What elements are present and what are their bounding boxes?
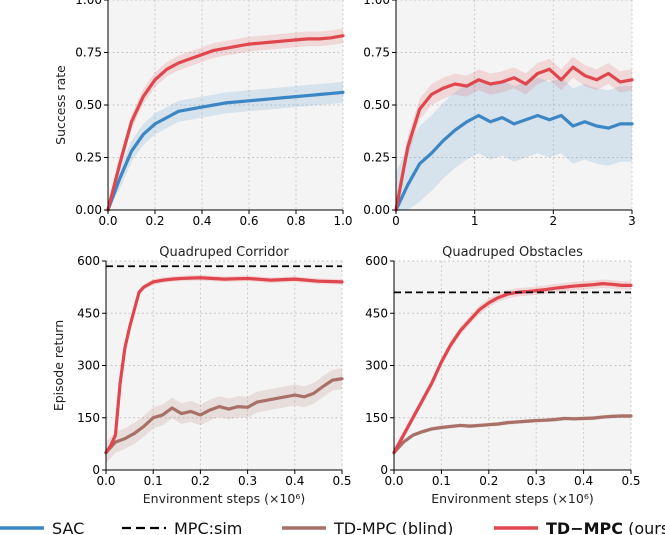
y-tick-label-0: 0.00 <box>363 203 390 217</box>
y-tick-label-2: 0.50 <box>363 98 390 112</box>
series-band-1 <box>396 77 632 210</box>
y-tick-label-4: 600 <box>77 254 100 268</box>
y-tick-label-1: 150 <box>365 411 388 425</box>
panel-3: 0.0 0.1 0.2 0.3 0.4 0.5 0 150 300 450 600 Quadruped… <box>51 245 352 506</box>
legend-label: TD−MPC (ours) <box>546 519 665 535</box>
legend-label-suffix: (ours) <box>623 519 665 535</box>
y-tick-label-0: 0.00 <box>75 203 102 217</box>
x-tick-label-2: 0.2 <box>191 474 210 488</box>
y-tick-label-4: 1.00 <box>75 0 102 7</box>
x-tick-label-1: 1 <box>471 214 479 228</box>
y-tick-label-2: 300 <box>77 359 100 373</box>
x-tick-label-4: 0.4 <box>285 474 304 488</box>
series-line-2 <box>392 282 633 455</box>
y-tick-label-1: 0.25 <box>363 151 390 165</box>
panel-4: 0.0 0.1 0.2 0.3 0.4 0.5 0 150 300 450 600 Quadruped… <box>365 245 640 506</box>
legend-label-main: TD−MPC <box>546 519 623 535</box>
y-tick-label-4: 600 <box>365 254 388 268</box>
y-tick-label-3: 450 <box>365 306 388 320</box>
legend-label-main: SAC <box>52 519 84 535</box>
x-tick-label-5: 1.0 <box>333 214 352 228</box>
y-tick-label-1: 0.25 <box>75 151 102 165</box>
y-tick-label-3: 450 <box>77 306 100 320</box>
panel-title: Quadruped Obstacles <box>442 245 583 260</box>
y-axis-label: Episode return <box>51 320 66 411</box>
x-tick-label-2: 0.4 <box>192 214 211 228</box>
y-tick-label-2: 300 <box>365 359 388 373</box>
x-tick-label-0: 0.0 <box>96 474 115 488</box>
series-line-1 <box>104 377 344 455</box>
x-tick-label-1: 0.1 <box>432 474 451 488</box>
x-tick-label-1: 0.1 <box>144 474 163 488</box>
series-line-2 <box>394 65 634 212</box>
legend-item-1: SAC <box>0 519 84 535</box>
legend-label: SAC <box>52 519 84 535</box>
series-line-1 <box>106 90 345 212</box>
x-tick-label-5: 0.5 <box>621 474 640 488</box>
legend-item-4: TD−MPC (ours) <box>494 519 665 535</box>
y-tick-label-3: 0.75 <box>363 46 390 60</box>
series-band-2 <box>108 28 343 210</box>
x-axis-label: Environment steps (×10⁶) <box>143 491 305 506</box>
series-line-2 <box>106 34 345 212</box>
series-line-1 <box>392 414 633 455</box>
panel-1: 0.0 0.2 0.4 0.6 0.8 1.0 0.00 0.25 0.50 0.75 1.00 Su… <box>53 0 353 228</box>
x-tick-label-3: 0.3 <box>238 474 257 488</box>
series-band-1 <box>106 368 342 464</box>
y-tick-label-0: 0 <box>92 463 100 477</box>
x-tick-label-0: 0.0 <box>98 214 117 228</box>
legend: SAC MPC:sim TD-MPC (blind) TD−MPC (ours) <box>0 519 665 535</box>
legend-label: TD-MPC (blind) <box>333 519 453 535</box>
legend-label: MPC:sim <box>174 519 242 535</box>
x-tick-label-4: 0.8 <box>286 214 305 228</box>
y-tick-label-1: 150 <box>77 411 100 425</box>
x-tick-label-2: 0.2 <box>479 474 498 488</box>
y-tick-label-3: 0.75 <box>75 46 102 60</box>
x-tick-label-0: 0.0 <box>384 474 403 488</box>
y-tick-label-2: 0.50 <box>75 98 102 112</box>
y-tick-label-4: 1.00 <box>363 0 390 7</box>
x-axis-label: Environment steps (×10⁶) <box>431 491 593 506</box>
legend-item-2: MPC:sim <box>122 519 242 535</box>
x-tick-label-3: 0.6 <box>239 214 258 228</box>
panel-title: Quadruped Corridor <box>159 245 289 260</box>
legend-item-3: TD-MPC (blind) <box>282 519 453 535</box>
x-tick-label-4: 0.4 <box>574 474 593 488</box>
legend-label-main: MPC:sim <box>174 519 242 535</box>
y-axis-label: Success rate <box>53 65 68 145</box>
x-tick-label-5: 0.5 <box>332 474 351 488</box>
x-tick-label-1: 0.2 <box>145 214 164 228</box>
panels: 0.0 0.2 0.4 0.6 0.8 1.00.000.250.500.751.00Su… <box>51 0 641 506</box>
x-tick-label-3: 0.3 <box>527 474 546 488</box>
series-line-1 <box>394 113 634 212</box>
x-tick-label-0: 0 <box>392 214 400 228</box>
legend-label-main: TD-MPC (blind) <box>333 519 453 535</box>
series-line-2 <box>104 276 344 455</box>
panel-2: 0 1 2 3 0.00 0.25 0.50 0.75 1.00 <box>363 0 636 228</box>
x-tick-label-2: 2 <box>550 214 558 228</box>
y-tick-label-0: 0 <box>380 463 388 477</box>
x-tick-label-3: 3 <box>628 214 636 228</box>
series-band-1 <box>108 81 343 211</box>
